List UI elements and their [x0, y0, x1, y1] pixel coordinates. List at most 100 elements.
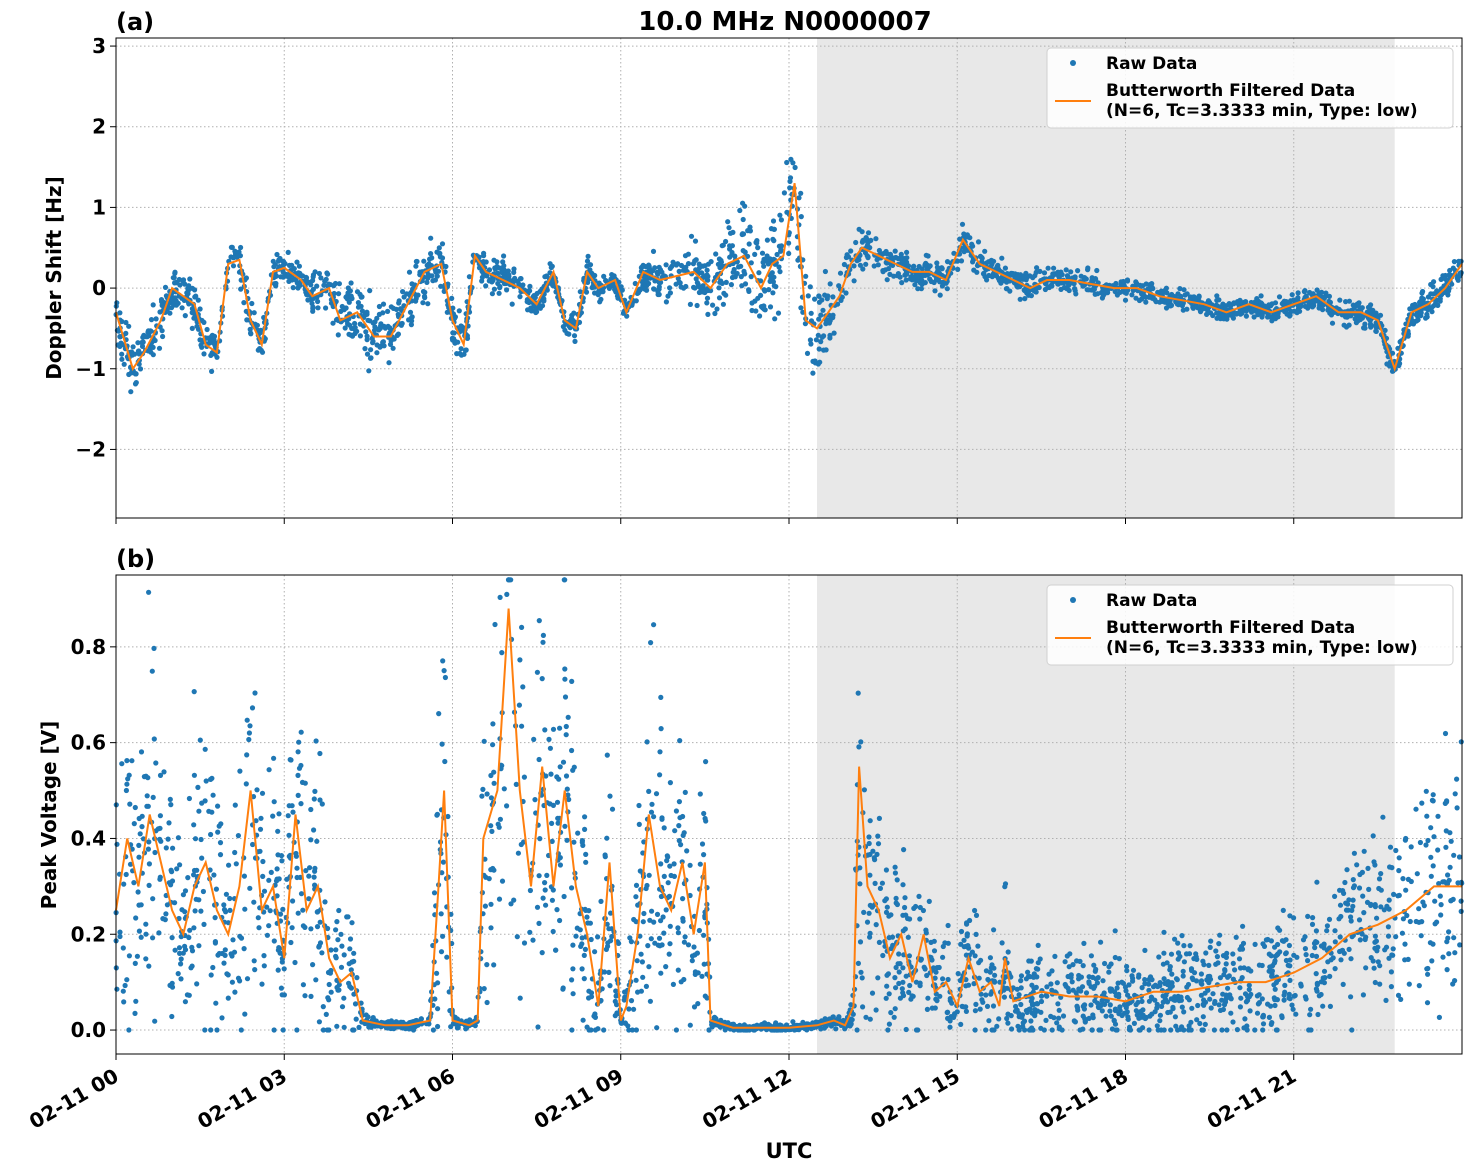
raw-data-point — [158, 838, 164, 844]
raw-data-point — [816, 346, 822, 352]
raw-data-point — [1237, 308, 1243, 314]
raw-data-point — [648, 809, 655, 815]
raw-data-point — [271, 938, 277, 944]
raw-data-point — [1287, 977, 1293, 984]
raw-data-point — [496, 290, 502, 296]
raw-data-point — [519, 624, 525, 631]
raw-data-point — [1056, 1007, 1062, 1013]
raw-data-point — [866, 910, 872, 916]
raw-data-point — [1221, 1002, 1228, 1008]
raw-data-point — [230, 937, 236, 943]
raw-data-point — [917, 916, 923, 922]
raw-data-point — [300, 907, 306, 913]
raw-data-point — [1437, 893, 1443, 899]
raw-data-point — [704, 272, 710, 278]
raw-data-point — [214, 1027, 220, 1033]
raw-data-point — [682, 789, 688, 796]
raw-data-point — [569, 977, 575, 983]
raw-data-point — [787, 185, 793, 191]
raw-data-point — [130, 350, 136, 357]
raw-data-point — [280, 269, 286, 275]
raw-data-point — [823, 321, 829, 327]
raw-data-point — [954, 1009, 960, 1015]
raw-data-point — [719, 280, 725, 286]
raw-data-point — [346, 980, 352, 986]
raw-data-point — [308, 806, 314, 813]
raw-data-point — [128, 389, 134, 395]
raw-data-point — [1190, 305, 1196, 311]
raw-data-point — [753, 239, 759, 245]
raw-data-point — [450, 330, 456, 336]
raw-data-point — [746, 241, 752, 247]
raw-data-point — [1112, 1006, 1118, 1012]
raw-data-point — [1359, 869, 1365, 876]
raw-data-point — [1425, 307, 1431, 313]
raw-data-point — [1337, 934, 1343, 940]
raw-data-point — [1260, 1014, 1266, 1020]
raw-data-point — [1245, 967, 1251, 973]
raw-data-point — [903, 1026, 909, 1033]
raw-data-point — [940, 976, 946, 982]
raw-data-point — [970, 259, 976, 265]
raw-data-point — [1204, 311, 1210, 317]
raw-data-point — [280, 906, 286, 912]
raw-data-point — [204, 326, 210, 333]
raw-data-point — [169, 1013, 175, 1020]
raw-data-point — [873, 236, 879, 242]
raw-data-point — [517, 995, 523, 1001]
raw-data-point — [1038, 1025, 1044, 1031]
raw-data-point — [180, 892, 186, 898]
raw-data-point — [189, 306, 195, 312]
raw-data-point — [432, 996, 438, 1002]
raw-data-point — [1026, 958, 1032, 964]
raw-data-point — [1425, 965, 1431, 972]
raw-data-point — [445, 813, 451, 820]
raw-data-point — [666, 951, 672, 957]
raw-data-point — [430, 1027, 436, 1033]
raw-data-point — [1330, 955, 1336, 961]
raw-data-point — [300, 982, 306, 988]
raw-data-point — [1438, 912, 1444, 918]
raw-data-point — [798, 214, 804, 220]
raw-data-point — [1077, 958, 1083, 965]
raw-data-point — [232, 802, 238, 808]
raw-data-point — [260, 873, 266, 880]
raw-data-point — [603, 946, 610, 953]
raw-data-point — [440, 658, 446, 664]
raw-data-point — [298, 891, 305, 897]
raw-data-point — [899, 280, 905, 286]
raw-data-point — [1325, 307, 1331, 313]
raw-data-point — [308, 926, 314, 932]
raw-data-point — [217, 840, 224, 846]
raw-data-point — [365, 1014, 371, 1020]
raw-data-point — [1293, 1011, 1299, 1017]
raw-data-point — [648, 640, 654, 646]
raw-data-point — [1380, 814, 1386, 820]
raw-data-point — [976, 975, 982, 981]
raw-data-point — [1041, 270, 1048, 276]
raw-data-point — [725, 219, 731, 225]
raw-data-point — [1398, 996, 1404, 1003]
raw-data-point — [295, 270, 301, 276]
raw-data-point — [775, 310, 782, 316]
raw-data-point — [1037, 956, 1043, 962]
raw-data-point — [121, 999, 127, 1005]
raw-data-point — [880, 251, 886, 257]
raw-data-point — [123, 871, 129, 878]
raw-data-point — [178, 976, 184, 982]
raw-data-point — [1348, 914, 1354, 920]
raw-data-point — [963, 983, 969, 989]
raw-data-point — [1152, 982, 1158, 988]
raw-data-point — [934, 264, 941, 270]
raw-data-point — [182, 281, 188, 287]
raw-data-point — [1043, 1017, 1049, 1024]
raw-data-point — [556, 776, 562, 782]
raw-data-point — [1260, 1027, 1266, 1033]
raw-data-point — [1028, 1027, 1034, 1033]
raw-data-point — [969, 241, 975, 247]
raw-data-point — [372, 319, 378, 325]
raw-data-point — [243, 781, 249, 787]
raw-data-point — [1314, 988, 1320, 994]
raw-data-point — [851, 263, 857, 269]
raw-data-point — [1348, 994, 1354, 1000]
